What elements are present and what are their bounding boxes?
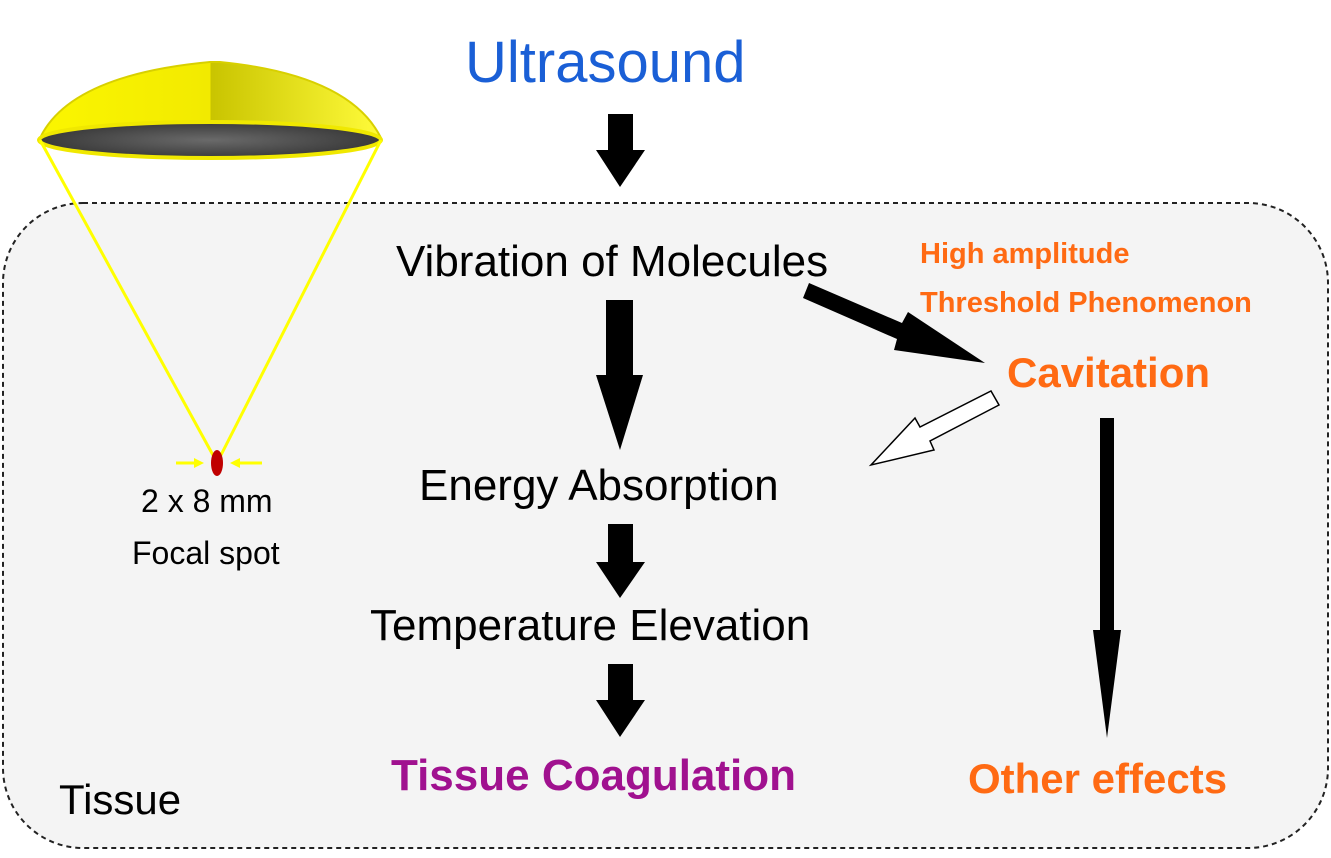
focal-arrow-right-icon — [230, 458, 262, 468]
focus-line-left — [38, 139, 216, 458]
focal-arrow-left-icon — [176, 458, 204, 468]
other-effects-label: Other effects — [968, 755, 1228, 802]
focal-spot — [211, 450, 223, 476]
step-coagulation: Tissue Coagulation — [391, 751, 797, 800]
note-threshold: Threshold Phenomenon — [920, 287, 1252, 319]
page-title: Ultrasound — [465, 30, 746, 95]
focal-spot-label: Focal spot — [132, 535, 280, 571]
step-temperature: Temperature Elevation — [370, 601, 811, 650]
arrow-cavitation-to-other-icon — [1093, 418, 1121, 738]
arrow-energy-to-temperature-icon — [596, 524, 645, 598]
arrow-cavitation-to-energy-icon — [868, 390, 1001, 467]
arrow-ultrasound-to-vibration-icon — [596, 114, 645, 187]
transducer-dish — [37, 61, 383, 160]
focal-size-label: 2 x 8 mm — [141, 483, 273, 519]
step-vibration: Vibration of Molecules — [396, 237, 829, 286]
focus-line-right — [218, 139, 383, 458]
arrow-temperature-to-coagulation-icon — [596, 664, 645, 737]
arrow-vibration-to-cavitation-icon — [803, 283, 985, 363]
tissue-label: Tissue — [59, 776, 182, 823]
cavitation-label: Cavitation — [1007, 349, 1211, 396]
tissue-region — [2, 202, 1329, 849]
arrow-vibration-to-energy-icon — [596, 300, 643, 450]
note-high-amplitude: High amplitude — [920, 238, 1130, 270]
step-energy: Energy Absorption — [419, 461, 779, 510]
